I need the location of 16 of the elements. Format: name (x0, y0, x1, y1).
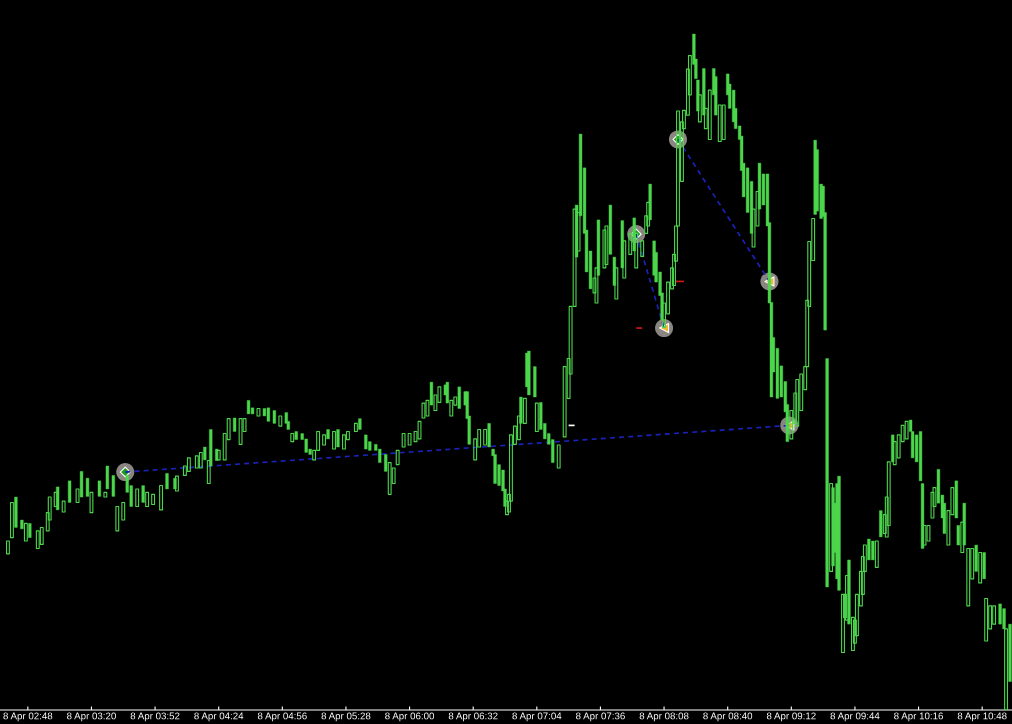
x-tick-label: 8 Apr 04:56 (257, 712, 307, 722)
x-tick-label: 8 Apr 08:40 (703, 712, 753, 722)
x-tick-label: 8 Apr 07:36 (576, 712, 625, 722)
x-tick-label: 8 Apr 09:44 (830, 712, 880, 722)
x-tick-label: 8 Apr 10:16 (894, 712, 943, 722)
x-tick-label: 8 Apr 05:28 (321, 712, 371, 722)
x-tick-label: 8 Apr 10:48 (957, 712, 1007, 722)
x-tick-label: 8 Apr 07:04 (512, 712, 562, 722)
x-tick-label: 8 Apr 08:08 (639, 712, 689, 722)
x-tick-label: 8 Apr 03:20 (67, 712, 116, 722)
x-tick-label: 8 Apr 06:32 (448, 712, 498, 722)
x-tick-label: 8 Apr 03:52 (130, 712, 180, 722)
x-tick-label: 8 Apr 02:48 (3, 712, 53, 722)
x-tick-label: 8 Apr 09:12 (766, 712, 816, 722)
x-tick-label: 8 Apr 06:00 (385, 712, 435, 722)
x-tick-label: 8 Apr 04:24 (194, 712, 244, 722)
